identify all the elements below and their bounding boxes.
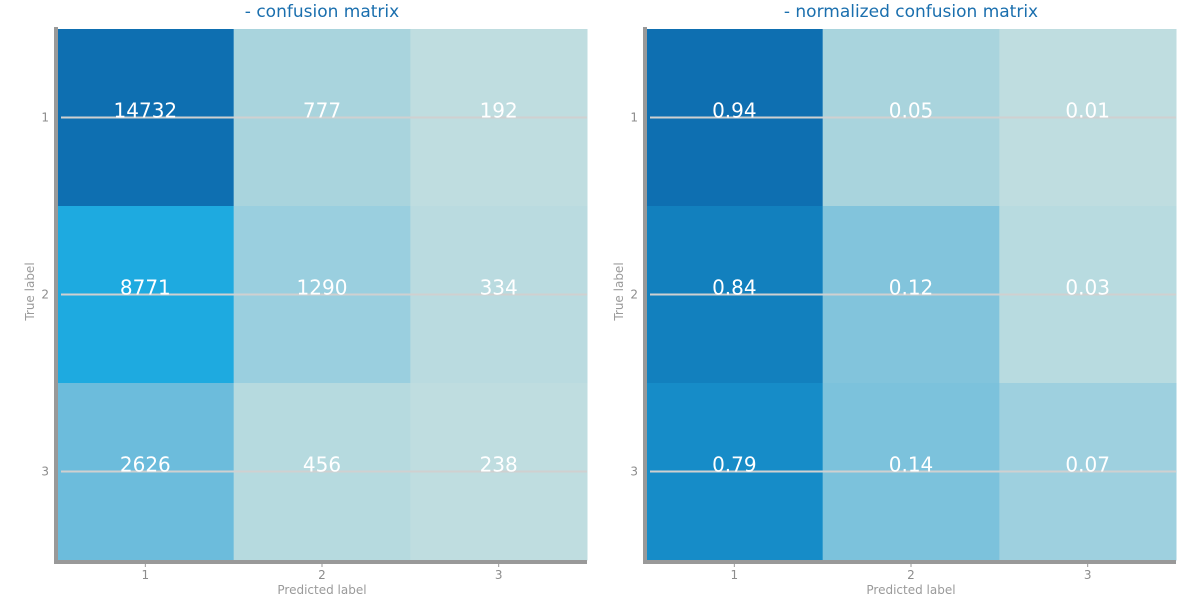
cell-value-label: 0.05 [889,99,934,123]
y-tick-label: 3 [630,465,638,479]
x-tick-label: 2 [907,568,915,582]
y-tick-label: 3 [41,465,49,479]
cell-value-label: 0.14 [889,453,934,477]
cell-value-label: 334 [480,276,518,300]
x-axis-label: Predicted label [277,583,366,597]
x-axis-line [54,560,588,564]
y-axis-label: True label [612,262,626,321]
x-axis-line [643,560,1177,564]
x-tick-label: 2 [318,568,326,582]
cell-value-label: 192 [480,99,518,123]
cell-value-label: 0.12 [889,276,934,300]
x-tick-label: 1 [731,568,739,582]
cell-value-label: 2626 [120,453,171,477]
cell-value-label: 0.79 [712,453,757,477]
cell-value-label: 0.07 [1065,453,1110,477]
cell-value-label: 0.03 [1065,276,1110,300]
y-tick-label: 1 [41,111,49,125]
x-tick-label: 3 [1084,568,1092,582]
cell-value-label: 14732 [114,99,178,123]
cell-value-label: 0.84 [712,276,757,300]
chart-title: - confusion matrix [245,2,399,22]
x-tick-label: 3 [495,568,503,582]
y-axis-line [643,27,647,562]
chart-panel-2: 0.94 0.05 0.01 0.84 0.12 0.03 0.79 0.14 0.07 1 2 3 1… [612,2,1177,597]
y-tick-label: 1 [630,111,638,125]
x-tick-label: 1 [142,568,150,582]
y-tick-label: 2 [630,288,638,302]
cell-value-label: 238 [480,453,518,477]
y-axis-line [54,27,58,562]
cell-value-label: 777 [303,99,341,123]
y-axis-label: True label [23,262,37,321]
chart-title: - normalized confusion matrix [784,2,1038,22]
cell-value-label: 0.94 [712,99,757,123]
cell-value-label: 456 [303,453,341,477]
cell-value-label: 8771 [120,276,171,300]
y-tick-label: 2 [41,288,49,302]
cell-value-label: 1290 [297,276,348,300]
x-axis-label: Predicted label [866,583,955,597]
cell-value-label: 0.01 [1065,99,1110,123]
chart-panel-1: 14732 777 192 8771 1290 334 2626 456 238 1 2 3 1 2 3 Pr… [23,2,588,597]
